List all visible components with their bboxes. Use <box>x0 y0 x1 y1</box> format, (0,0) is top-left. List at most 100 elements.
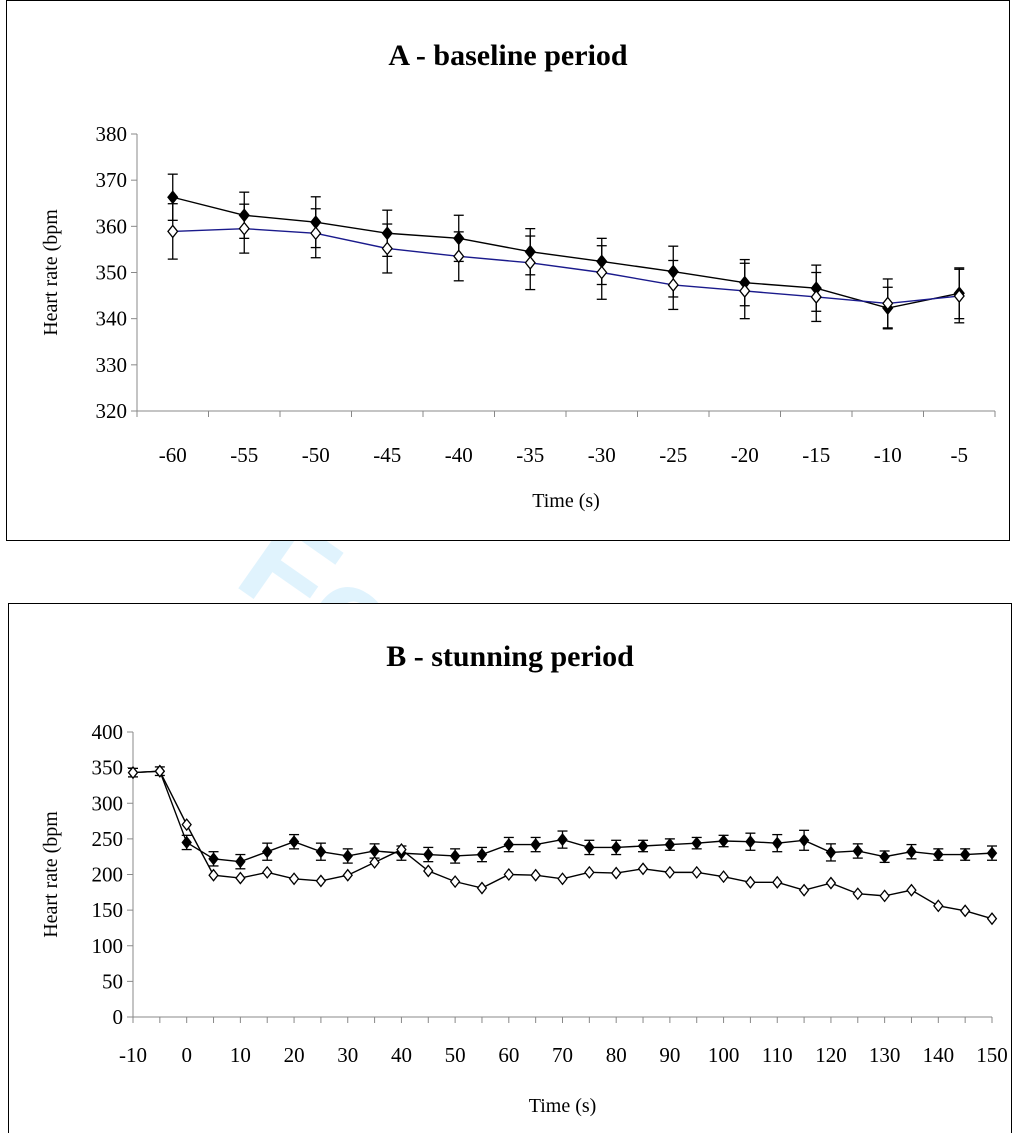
x-tick-label: -10 <box>119 1043 147 1067</box>
data-point-open <box>852 887 864 901</box>
data-point-open <box>691 865 702 879</box>
data-point-filled <box>959 848 971 862</box>
data-point-open <box>315 874 327 888</box>
data-point-filled <box>906 845 917 859</box>
chart-plot-b: 0 50 100 150 200 250 300 350 400 -10 0 10 20 30 40 50 60… <box>40 720 1008 1117</box>
data-point-open <box>718 870 729 884</box>
data-point-filled <box>557 833 568 847</box>
y-tick-label: 50 <box>102 969 123 993</box>
data-point-filled <box>342 849 353 863</box>
data-point-filled <box>718 834 729 848</box>
y-axis-title: Heart rate (bpm <box>40 209 62 336</box>
data-point-open <box>381 241 393 256</box>
data-point-open <box>667 277 679 293</box>
x-tick-label: -50 <box>302 443 330 467</box>
x-tick-label: -25 <box>659 443 687 467</box>
data-point-open <box>181 818 192 832</box>
x-tick-label: -55 <box>230 443 258 467</box>
x-tick-label: -45 <box>373 443 401 467</box>
y-tick-label: 350 <box>96 261 128 285</box>
data-point-open <box>596 265 608 280</box>
x-tick-label: -60 <box>159 443 187 467</box>
y-tick-label: 400 <box>92 720 124 744</box>
data-point-open <box>745 875 756 889</box>
x-tick-label: -40 <box>445 443 473 467</box>
data-point-open <box>986 912 998 926</box>
data-point-open <box>288 872 300 886</box>
y-tick-label: 200 <box>92 863 124 887</box>
x-tick-label: -35 <box>516 443 544 467</box>
y-tick-label: 250 <box>92 827 124 851</box>
x-tick-label: -20 <box>731 443 759 467</box>
series-line <box>172 227 960 305</box>
data-point-filled <box>610 840 622 854</box>
data-point-open <box>530 868 541 882</box>
data-point-filled <box>315 845 327 859</box>
data-point-open <box>154 764 166 778</box>
data-point-open <box>637 862 649 876</box>
data-point-open <box>810 289 822 305</box>
x-tick-label: 90 <box>659 1043 680 1067</box>
data-point-filled <box>167 190 179 205</box>
x-axis-title: Time (s) <box>532 490 600 512</box>
x-tick-label: -10 <box>874 443 902 467</box>
data-point-filled <box>503 838 515 852</box>
data-point-filled <box>369 844 380 858</box>
data-point-open <box>449 875 461 889</box>
data-point-filled <box>772 836 783 850</box>
data-point-filled <box>986 846 998 860</box>
data-point-open <box>610 866 622 880</box>
chart-title: A - baseline period <box>388 39 628 72</box>
x-tick-label: 100 <box>708 1043 740 1067</box>
data-point-filled <box>745 835 756 849</box>
y-tick-label: 370 <box>96 168 128 192</box>
x-tick-label: 110 <box>762 1043 793 1067</box>
data-point-open <box>127 766 139 780</box>
x-tick-label: 40 <box>391 1043 412 1067</box>
data-point-open <box>664 865 676 879</box>
x-tick-label: 20 <box>284 1043 305 1067</box>
y-tick-label: 300 <box>92 791 124 815</box>
x-tick-label: 30 <box>337 1043 358 1067</box>
x-tick-label: 0 <box>181 1043 192 1067</box>
data-point-filled <box>933 848 944 862</box>
data-point-open <box>557 872 568 886</box>
data-point-open <box>476 881 488 895</box>
chart-title: B - stunning period <box>386 640 634 673</box>
x-tick-label: 120 <box>815 1043 847 1067</box>
data-point-open <box>453 249 465 264</box>
data-point-filled <box>530 838 541 852</box>
x-tick-label: 150 <box>976 1043 1008 1067</box>
x-tick-label: 140 <box>923 1043 955 1067</box>
data-point-open <box>396 843 407 857</box>
data-point-open <box>342 868 353 882</box>
data-point-filled <box>261 845 273 859</box>
data-point-open <box>310 226 322 241</box>
x-tick-label: -15 <box>802 443 830 467</box>
x-tick-label: 50 <box>445 1043 466 1067</box>
data-point-open <box>933 899 944 913</box>
data-point-filled <box>691 836 702 850</box>
y-tick-label: 340 <box>96 307 128 331</box>
data-point-open <box>208 868 219 882</box>
series-line <box>172 196 960 309</box>
y-tick-label: 0 <box>113 1005 124 1029</box>
y-tick-label: 330 <box>96 353 128 377</box>
data-point-open <box>882 296 894 311</box>
y-tick-label: 380 <box>96 122 128 146</box>
data-point-open <box>238 221 250 236</box>
y-tick-label: 150 <box>92 898 124 922</box>
data-point-filled <box>637 839 649 853</box>
data-point-open <box>584 865 595 879</box>
data-point-filled <box>852 844 864 858</box>
data-point-open <box>524 255 536 270</box>
data-point-open <box>423 864 434 878</box>
x-tick-label: -30 <box>588 443 616 467</box>
data-point-filled <box>181 835 192 849</box>
data-point-open <box>167 224 179 239</box>
x-tick-label: 70 <box>552 1043 573 1067</box>
data-point-open <box>959 904 971 918</box>
data-point-filled <box>798 833 810 847</box>
data-point-open <box>772 875 783 889</box>
y-tick-label: 360 <box>96 214 128 238</box>
